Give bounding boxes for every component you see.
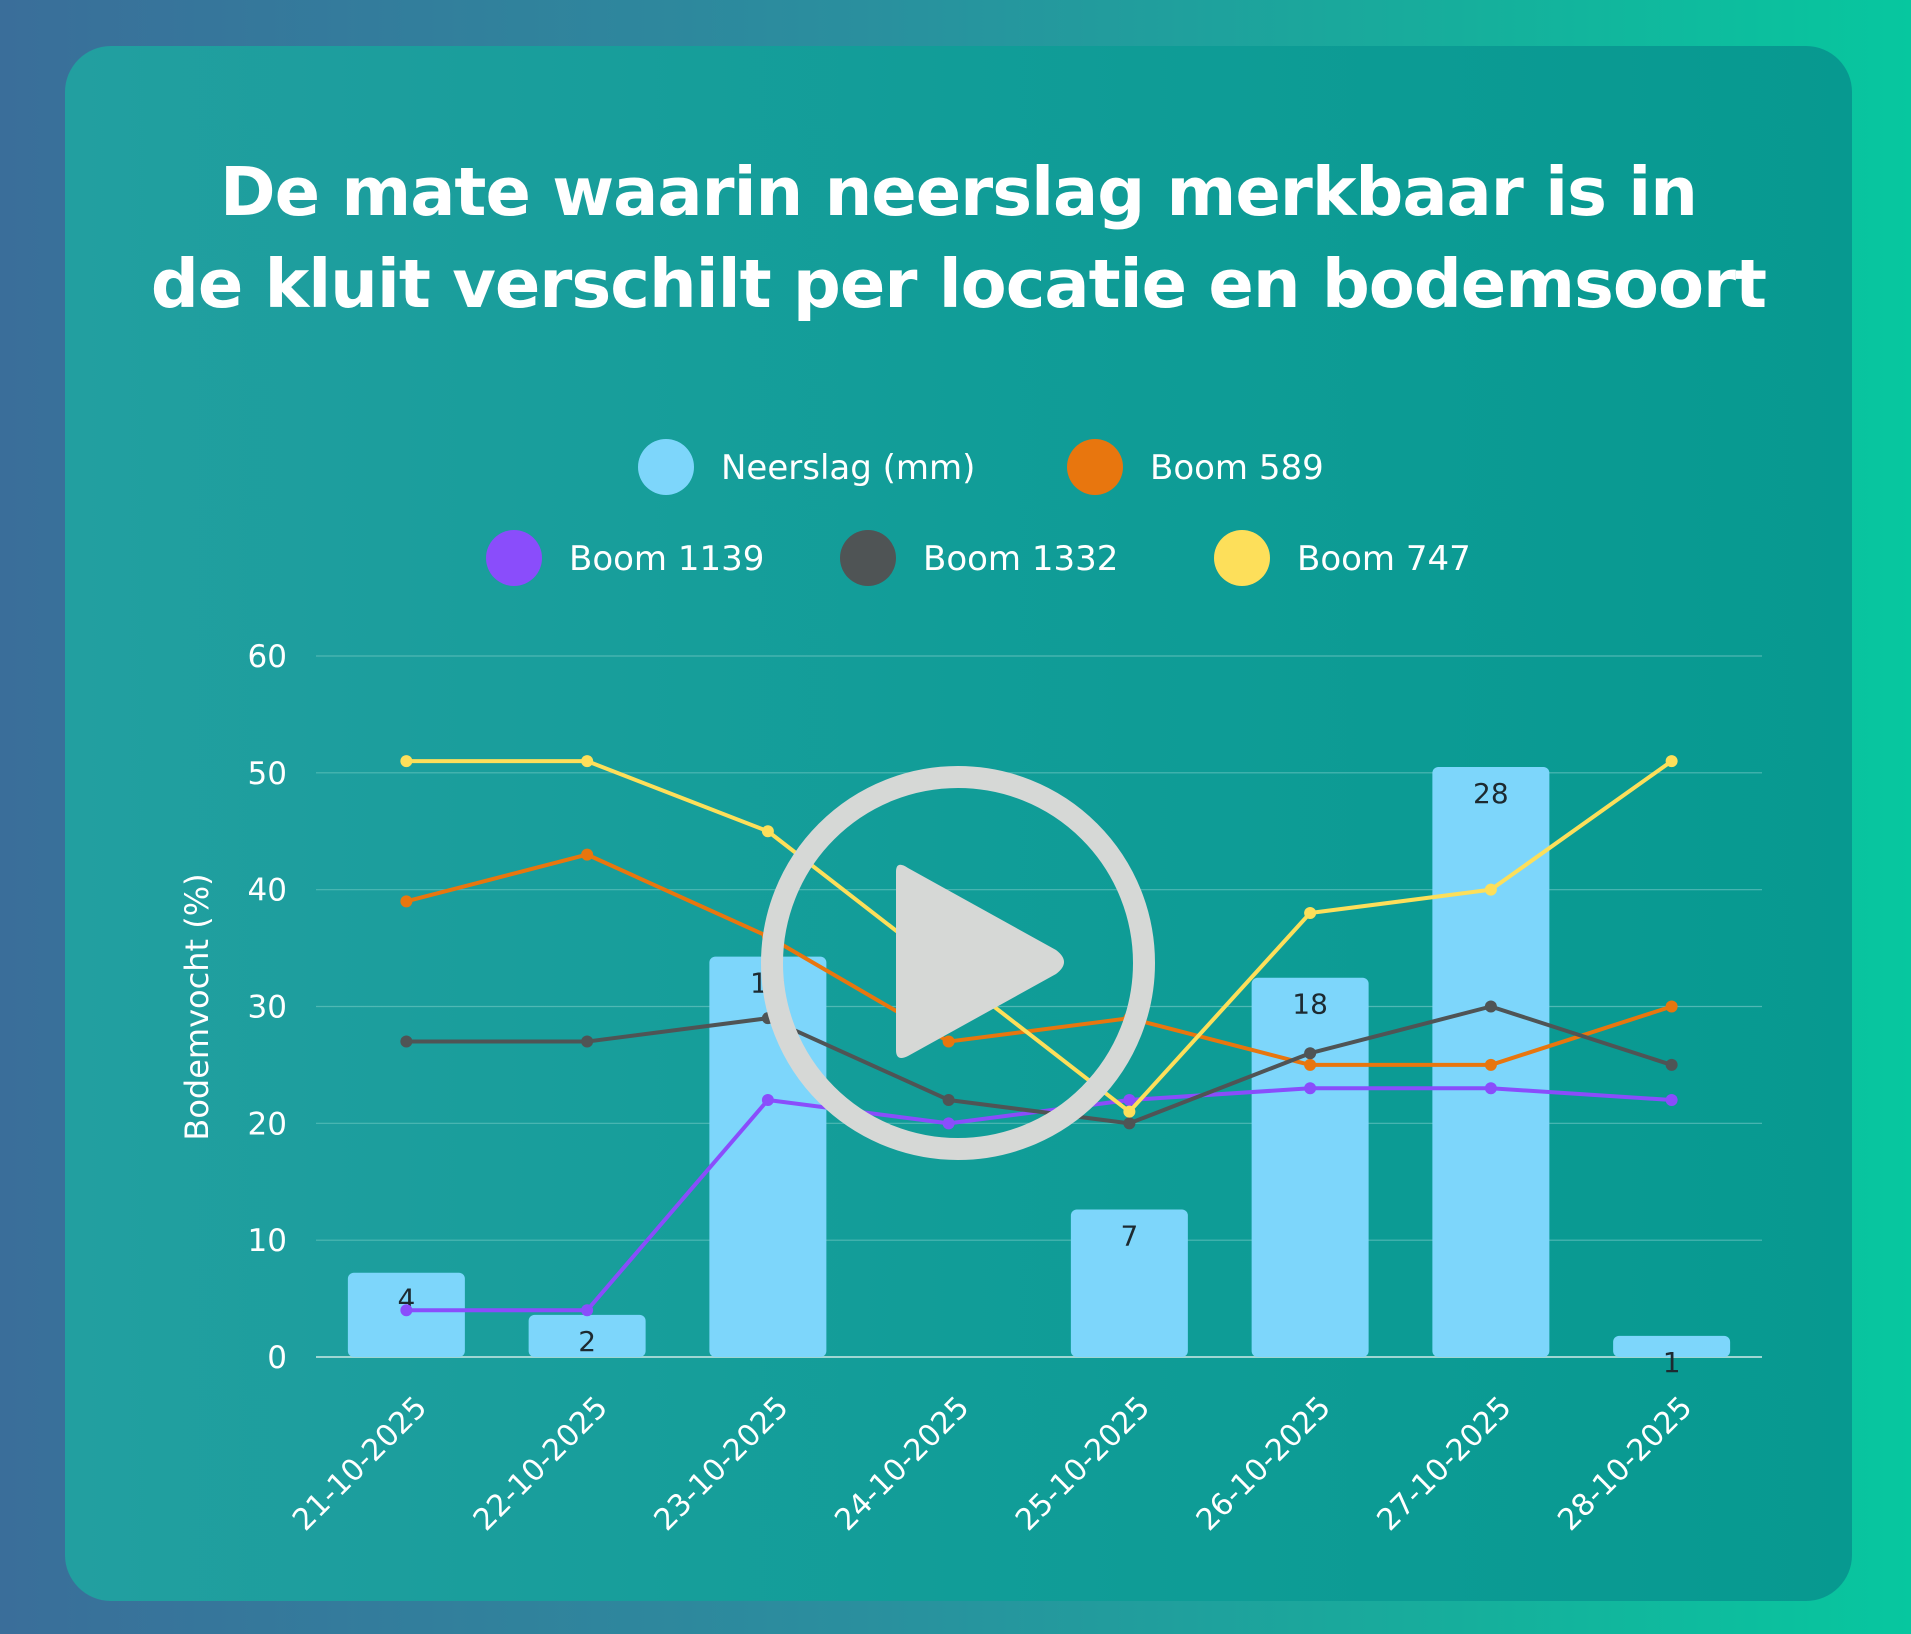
x-tick-label: 25-10-2025	[1009, 1390, 1157, 1538]
x-tick-label: 21-10-2025	[286, 1390, 434, 1538]
series-point	[942, 1035, 955, 1048]
bar-data-label: 28	[1473, 777, 1509, 810]
y-tick-label: 50	[248, 756, 287, 792]
bar-data-label: 2	[578, 1325, 596, 1358]
legend-label: Boom 747	[1297, 539, 1471, 579]
series-line	[406, 759, 1673, 1114]
x-tick-label: 23-10-2025	[647, 1390, 795, 1538]
legend-swatch	[1214, 530, 1270, 586]
play-button[interactable]	[761, 766, 1155, 1160]
legend: Neerslag (mm) Boom 589 Boom 1139 Boom 1332 B…	[486, 439, 1471, 586]
legend-swatch	[486, 530, 542, 586]
series-point	[1304, 1047, 1317, 1060]
legend-swatch	[1067, 439, 1123, 495]
x-tick-label: 22-10-2025	[467, 1390, 615, 1538]
series-point	[400, 755, 413, 768]
series-line	[405, 852, 1673, 1067]
chart-title: De mate waarin neerslag merkbaar is in de…	[65, 146, 1852, 376]
series-point	[400, 1035, 413, 1048]
x-tick-label: 27-10-2025	[1370, 1390, 1518, 1538]
x-tick-label: 26-10-2025	[1190, 1390, 1338, 1538]
play-circle	[761, 766, 1155, 1160]
x-axis-ticks: 21-10-2025 22-10-2025 23-10-2025 24-10-2025…	[286, 1390, 1699, 1538]
legend-swatch	[638, 439, 694, 495]
y-axis-ticks: 0 10 20 30 40 50 60	[248, 639, 287, 1376]
y-tick-label: 40	[248, 873, 287, 909]
series-point	[1304, 1058, 1317, 1071]
series-point	[1123, 1093, 1136, 1106]
bars	[347, 766, 1731, 1357]
series-point	[581, 848, 594, 861]
legend-label: Boom 1332	[923, 539, 1118, 579]
x-tick-label: 28-10-2025	[1551, 1390, 1699, 1538]
series-point	[1123, 1105, 1136, 1118]
chart-title-line: de kluit verschilt per locatie en bodems…	[150, 245, 1767, 323]
series-point	[1304, 1082, 1317, 1095]
y-tick-label: 10	[248, 1223, 287, 1259]
series-point	[1484, 1082, 1497, 1095]
series-line	[406, 1004, 1673, 1126]
legend-label: Neerslag (mm)	[721, 448, 975, 488]
series-point	[942, 1117, 955, 1130]
y-tick-label: 30	[248, 990, 287, 1026]
y-tick-label: 20	[248, 1106, 287, 1142]
series-point	[400, 1304, 413, 1317]
series-point	[1665, 1000, 1678, 1013]
series-point	[761, 825, 774, 838]
bar-data-label: 18	[1292, 988, 1328, 1021]
bar-data-label: 1	[1663, 1346, 1681, 1379]
legend-label: Boom 1139	[569, 539, 764, 579]
bar	[1613, 1335, 1731, 1357]
chart-title-line: De mate waarin neerslag merkbaar is in	[220, 153, 1698, 231]
series-point	[1484, 1058, 1497, 1071]
series-point	[581, 755, 594, 768]
series-point	[761, 1093, 774, 1106]
series-point	[1665, 755, 1678, 768]
series-point	[1484, 883, 1497, 896]
y-tick-label: 60	[248, 639, 287, 675]
y-tick-label: 0	[267, 1340, 287, 1376]
series-lines	[400, 755, 1678, 1317]
series-point	[581, 1304, 594, 1317]
series-point	[1665, 1058, 1678, 1071]
series-point	[1123, 1117, 1136, 1130]
series-point	[400, 895, 413, 908]
bar	[528, 1314, 646, 1357]
play-icon	[896, 864, 1064, 1058]
series-point	[1665, 1093, 1678, 1106]
series-point	[1304, 907, 1317, 920]
series-point	[1484, 1000, 1497, 1013]
x-tick-label: 24-10-2025	[828, 1390, 976, 1538]
bar-data-label: 7	[1120, 1219, 1138, 1252]
legend-swatch	[840, 530, 896, 586]
bar	[1251, 977, 1369, 1357]
series-point	[581, 1035, 594, 1048]
y-axis-title: Bodemvocht (%)	[178, 873, 216, 1140]
series-point	[942, 1093, 955, 1106]
bar	[1070, 1209, 1188, 1357]
legend-label: Boom 589	[1150, 448, 1324, 488]
